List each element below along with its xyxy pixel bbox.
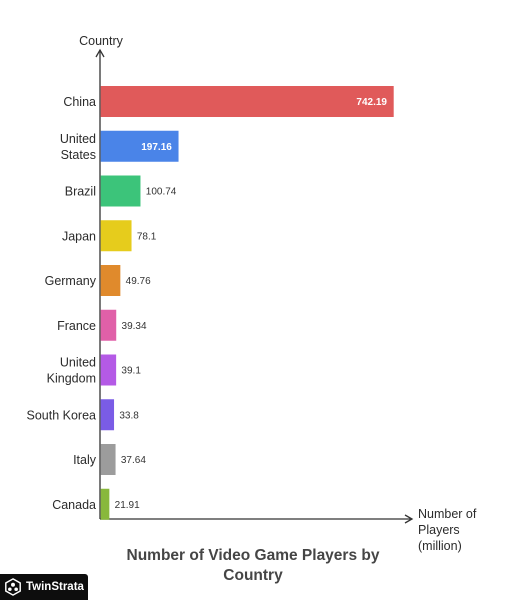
bar [100,86,394,117]
bar [100,130,179,162]
bar [100,220,132,252]
category-labels: China United States Brazil Japan Germany Franc… [27,95,97,512]
category-label: China [63,95,96,109]
chart-title: Number of Video Game Players by Country [126,547,380,584]
axes [95,48,414,524]
bar [100,444,116,475]
bar [100,265,121,296]
x-axis-title-line: Number of [418,507,477,521]
x-axis-title-line: Players [418,523,460,537]
category-label: Italy [73,453,97,467]
category-label: France [57,319,96,333]
category-label: United States [60,132,96,162]
brand-name: TwinStrata [26,581,84,593]
twinstrata-logo-icon [5,578,21,596]
value-labels: 742.19 197.16 100.74 78.1 49.76 39.34 39.1 33.8… [115,97,388,511]
x-axis-title: Number of Players (million) [418,507,477,553]
bars-group [100,86,394,520]
x-axis-title-line: (million) [418,539,462,553]
value-label: 39.34 [122,321,147,332]
category-label: Japan [62,229,96,243]
bar [100,488,110,520]
category-label: Canada [52,498,96,512]
value-label: 33.8 [119,410,139,421]
brand-badge: TwinStrata [0,574,88,600]
category-label: Brazil [65,185,96,199]
bar [100,175,141,207]
value-label: 197.16 [141,142,172,153]
value-label: 39.1 [121,366,141,377]
bar [100,309,117,341]
category-label: United Kingdom [47,356,96,386]
value-label: 100.74 [146,187,177,198]
bar [100,354,117,386]
value-label: 37.64 [121,455,146,466]
value-label: 49.76 [126,276,151,287]
category-label: Germany [45,274,97,288]
value-label: 742.19 [356,97,387,108]
bar [100,399,115,431]
y-axis-title: Country [79,34,124,48]
value-label: 21.91 [115,500,140,511]
value-label: 78.1 [137,231,157,242]
category-label: South Korea [27,408,97,422]
